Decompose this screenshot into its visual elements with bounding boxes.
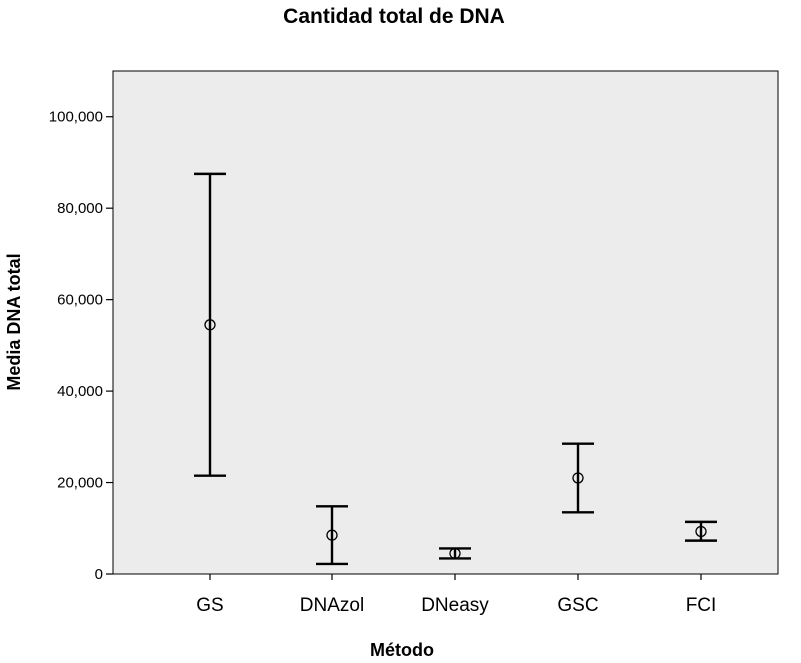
y-tick-label: 40,000: [57, 383, 103, 400]
y-tick-label: 80,000: [57, 200, 103, 217]
y-axis-title: Media DNA total: [4, 253, 24, 390]
mean-marker: [572, 472, 584, 484]
x-tick-label: GSC: [557, 595, 598, 616]
mean-marker: [326, 529, 338, 541]
plot-area: [112, 70, 779, 575]
y-axis: 0 20,000 40,000 60,000 80,000 100,000: [49, 109, 113, 583]
x-axis: GS DNAzol DNeasy GSC FCI: [196, 574, 716, 616]
error-bar-gs: [194, 172, 226, 477]
error-bar-dnazol: [316, 505, 348, 566]
y-tick-label: 100,000: [49, 109, 103, 126]
x-axis-title: Método: [370, 640, 434, 660]
mean-marker: [449, 547, 461, 560]
x-tick-label: DNAzol: [300, 595, 364, 616]
x-tick-label: DNeasy: [421, 595, 489, 616]
mean-marker: [695, 525, 707, 538]
x-tick-label: FCI: [686, 595, 717, 616]
x-tick-label: GS: [196, 595, 223, 616]
mean-marker: [204, 319, 216, 331]
error-bar-dneasy: [439, 547, 471, 560]
error-bar-gsc: [562, 442, 594, 514]
y-tick-label: 60,000: [57, 292, 103, 309]
y-tick-label: 0: [95, 566, 103, 583]
error-bar-fci: [685, 520, 717, 542]
chart-title: Cantidad total de DNA: [283, 5, 505, 28]
error-bars: [194, 172, 717, 566]
y-tick-label: 20,000: [57, 475, 103, 492]
